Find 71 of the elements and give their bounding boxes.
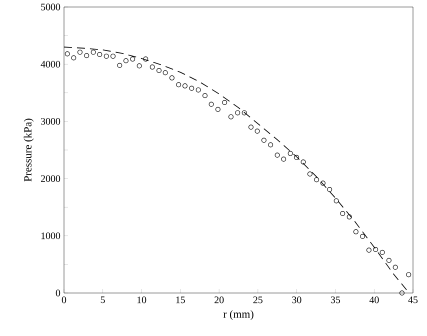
point [208,102,214,107]
x-tick-label: 0 [62,296,66,304]
point [84,53,90,58]
point [288,150,293,156]
point [366,248,372,253]
x-tick-label: 10 [137,296,146,304]
x-tick-label: 45 [408,296,418,304]
point [360,234,366,239]
point [320,180,326,186]
point [327,186,332,192]
point [162,70,168,76]
x-tick-label: 25 [253,296,262,304]
point [104,54,109,59]
point [373,247,378,252]
point [156,68,162,73]
point [261,138,266,143]
point [143,56,148,62]
point [110,54,116,59]
x-tick-label: 20 [214,296,224,304]
point [117,62,122,68]
point [334,198,339,204]
point [130,56,136,62]
point [242,110,247,116]
point [281,156,286,162]
point [71,55,76,60]
point [64,51,70,56]
point [176,82,182,88]
point [406,272,412,278]
x-tick-label: 5 [100,296,105,304]
point [254,128,260,134]
y-tick-label: 2000 [40,175,60,182]
point [340,210,346,216]
point [353,229,358,234]
point [300,160,306,165]
point [346,214,352,220]
point [77,50,82,55]
point [222,100,228,106]
point [274,152,280,158]
point [380,250,385,255]
point [314,177,320,182]
point [136,63,142,68]
x-tick-label: 40 [369,296,379,304]
point [196,87,201,92]
y-tick-label: 0 [56,290,60,296]
point [307,172,312,177]
point [392,264,398,270]
x-axis-title: r (mm) [223,310,254,320]
point [97,52,102,57]
point [399,290,404,296]
y-tick-label: 4000 [40,60,60,68]
point [90,50,96,55]
x-tick-label: 15 [176,296,185,304]
point [248,124,254,130]
point [150,64,155,70]
point [235,110,240,116]
point [189,86,194,91]
point [386,258,392,263]
y-axis-title: Pressure (kPa) [24,118,34,182]
point [294,154,300,160]
point [215,106,220,112]
point [123,58,128,64]
x-tick-label: 35 [330,296,340,304]
point [182,83,188,88]
y-tick-label: 5000 [41,4,60,10]
y-tick-label: 1000 [41,232,60,240]
x-tick-label: 30 [292,296,302,304]
point [169,75,174,80]
point [228,114,234,120]
y-tick-label: 3000 [41,118,60,125]
point [268,142,274,148]
point [202,93,208,98]
